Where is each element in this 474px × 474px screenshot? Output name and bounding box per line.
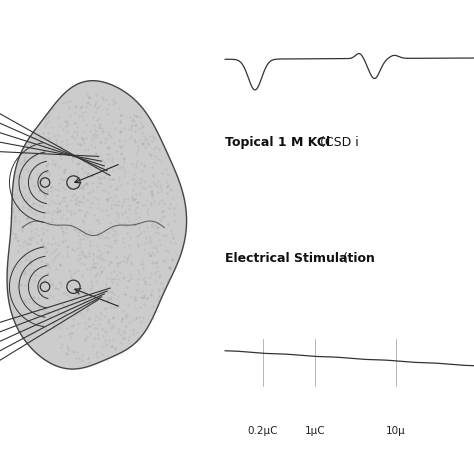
Text: (: ( bbox=[343, 252, 347, 265]
Text: 10μ: 10μ bbox=[386, 426, 406, 437]
Text: 0.2μC: 0.2μC bbox=[248, 426, 278, 437]
Text: 1μC: 1μC bbox=[305, 426, 326, 437]
Polygon shape bbox=[7, 81, 187, 369]
Text: Electrical Stimulation: Electrical Stimulation bbox=[225, 252, 379, 265]
Text: Topical 1 M KCl: Topical 1 M KCl bbox=[225, 136, 335, 149]
Text: (CSD i: (CSD i bbox=[320, 136, 359, 149]
